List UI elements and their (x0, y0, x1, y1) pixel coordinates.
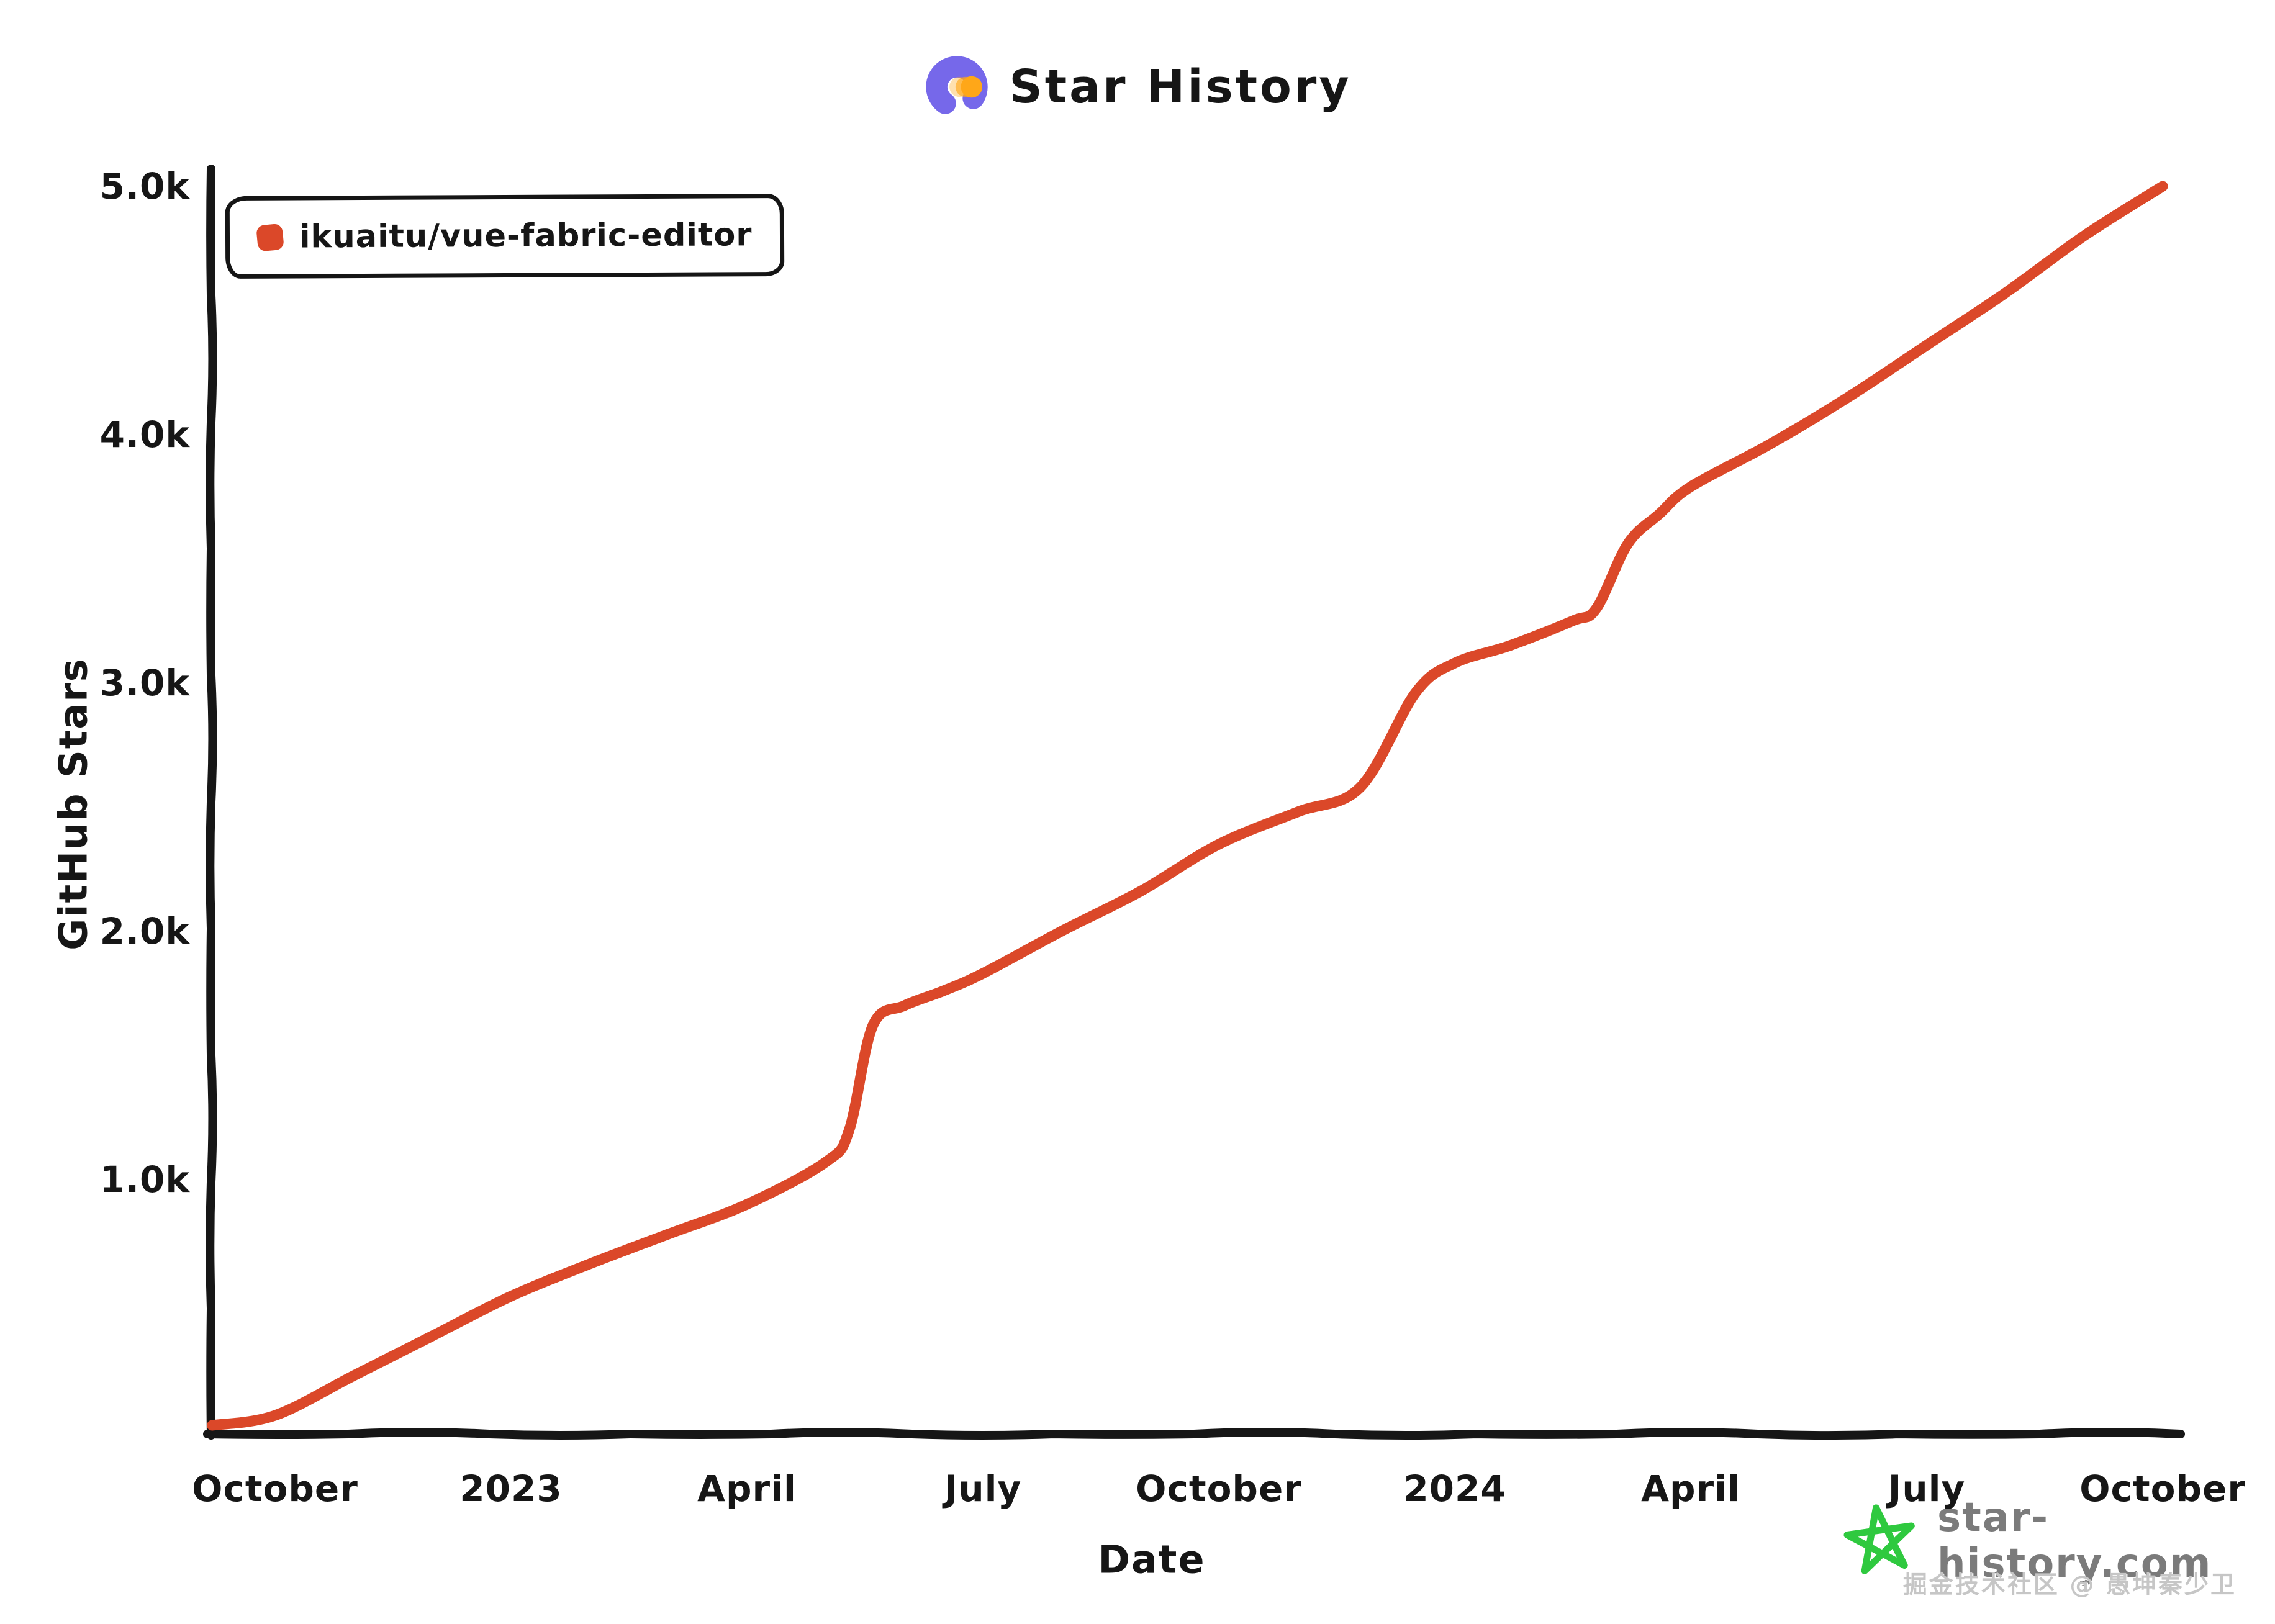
watermark-text: 掘金技术社区 @ 愚坤秦少卫 (1902, 1571, 2237, 1599)
page-title: Star History (1009, 60, 1352, 114)
y-tick-label: 5.0k (100, 165, 191, 207)
x-tick-label: 2023 (459, 1468, 562, 1510)
x-tick-label: July (1886, 1468, 1966, 1510)
y-tick-label: 2.0k (100, 910, 191, 952)
y-axis-title: GitHub Stars (50, 657, 96, 950)
x-tick-label: October (1136, 1468, 1302, 1510)
legend-box[interactable]: ikuaitu/vue-fabric-editor (225, 194, 784, 279)
y-tick-label: 3.0k (100, 662, 191, 704)
stars-series-line (207, 181, 2168, 1431)
x-tick-label: April (1641, 1468, 1740, 1510)
series-name: ikuaitu/vue-fabric-editor (299, 217, 753, 256)
x-tick-label: April (697, 1468, 797, 1510)
x-tick-labels: October 2023 April July October 2024 April July… (192, 1468, 2246, 1510)
chart-header: Star History (0, 53, 2275, 120)
x-axis-line (203, 1428, 2185, 1440)
y-axis-line (206, 165, 217, 1440)
x-tick-label: October (192, 1468, 358, 1510)
x-tick-label: July (942, 1468, 1022, 1510)
star-history-logo-icon (926, 56, 988, 118)
site-name: star-history.com (1937, 1495, 2212, 1587)
x-tick-label: 2024 (1403, 1468, 1506, 1510)
y-tick-label: 4.0k (100, 413, 191, 456)
site-badge: star-history.com (1843, 1495, 2275, 1587)
green-star-icon (1843, 1504, 1915, 1574)
series-marker (256, 223, 284, 251)
y-tick-label: 1.0k (100, 1158, 191, 1201)
x-axis-title: Date (1098, 1536, 1206, 1582)
x-tick-label: October (2079, 1468, 2246, 1510)
y-tick-labels: 1.0k 2.0k 3.0k 4.0k 5.0k (100, 165, 191, 1201)
